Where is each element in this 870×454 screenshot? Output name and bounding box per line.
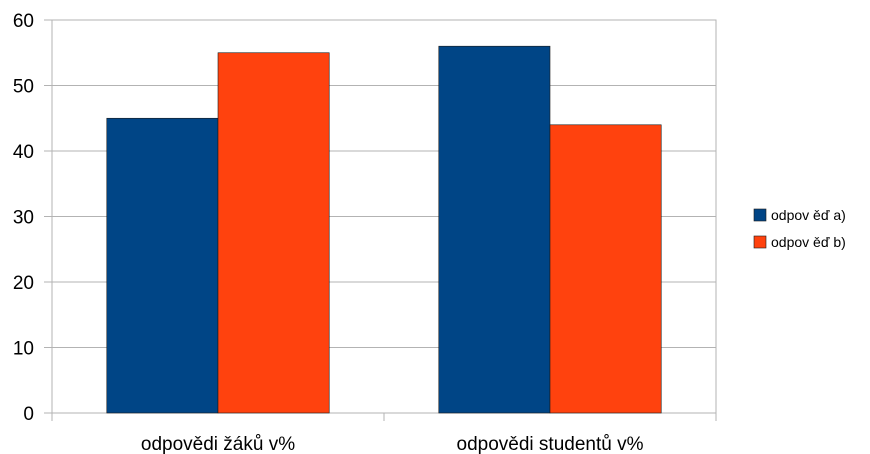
x-axis-labels: odpovědi žáků v% odpovědi studentů v% [141, 434, 644, 454]
y-tick-label: 30 [13, 208, 34, 229]
legend-swatch [753, 208, 767, 222]
legend-label: odpov ěď b) [771, 234, 846, 250]
y-tick-label: 20 [13, 273, 34, 294]
legend-label: odpov ěď a) [771, 207, 846, 223]
bar-a-2 [438, 45, 551, 414]
bar-a-1 [106, 117, 219, 414]
x-category-label: odpovědi studentů v% [457, 434, 644, 454]
legend-swatch [753, 235, 767, 249]
x-category-label: odpovědi žáků v% [141, 434, 295, 454]
bar-b-1 [217, 52, 330, 414]
y-tick-label: 0 [23, 404, 34, 425]
y-axis-ticks: 0 10 20 30 40 50 60 [13, 11, 34, 425]
y-tick-label: 50 [13, 77, 34, 98]
y-tick-label: 10 [13, 339, 34, 360]
bars [106, 45, 662, 414]
y-tick-label: 60 [13, 11, 34, 32]
y-tick-label: 40 [13, 142, 34, 163]
bar-b-2 [549, 124, 662, 414]
legend: odpov ěď a) odpov ěď b) [753, 207, 846, 250]
